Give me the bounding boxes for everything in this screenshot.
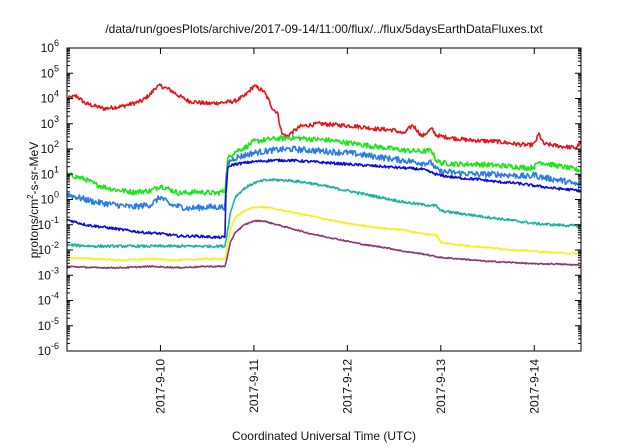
y-tick-label: 10-2 (38, 240, 59, 257)
series-line-7 (66, 219, 582, 270)
y-tick-label: 10-4 (38, 291, 59, 308)
y-tick-label: 10-5 (38, 316, 59, 333)
series-line-3 (66, 145, 582, 212)
series-line-1 (66, 83, 582, 150)
y-tick-label: 10-1 (38, 215, 59, 232)
y-axis-label-part1: protons/cm (27, 199, 41, 258)
series-line-6 (66, 205, 582, 262)
x-tick-label: 2017-9-12 (340, 359, 354, 414)
series-line-4 (66, 158, 581, 240)
series-line-2 (66, 134, 582, 197)
x-tick-label: 2017-9-14 (527, 359, 541, 414)
series-line-5 (66, 177, 582, 249)
y-axis-label: protons/cm2-s-sr-MeV (26, 142, 41, 258)
y-tick-label: 100 (41, 190, 59, 207)
y-tick-label: 105 (41, 63, 59, 80)
x-axis-label: Coordinated Universal Time (UTC) (232, 429, 416, 443)
plot-frame (66, 47, 582, 352)
y-tick-label: 102 (41, 139, 59, 156)
axes-layer: 106 105 104 103 102 101 100 10-1 10-2 10-3 10-4 10-… (38, 38, 581, 414)
y-tick-label: 106 (41, 38, 59, 55)
series-layer (66, 83, 582, 270)
x-tick-label: 2017-9-10 (153, 359, 167, 414)
y-tick-label: 10-3 (38, 265, 59, 282)
y-axis-label-superscript: 2 (26, 194, 35, 199)
y-tick-label: 104 (41, 89, 59, 106)
chart-title: /data/run/goesPlots/archive/2017-09-14/1… (105, 22, 543, 36)
y-tick-label: 10-6 (38, 341, 59, 358)
x-tick-label: 2017-9-13 (434, 359, 448, 414)
y-axis-label-part2: -s-sr-MeV (27, 142, 41, 195)
y-tick-label: 101 (41, 164, 59, 181)
y-tick-label: 103 (41, 114, 59, 131)
x-tick-label: 2017-9-11 (247, 359, 261, 413)
